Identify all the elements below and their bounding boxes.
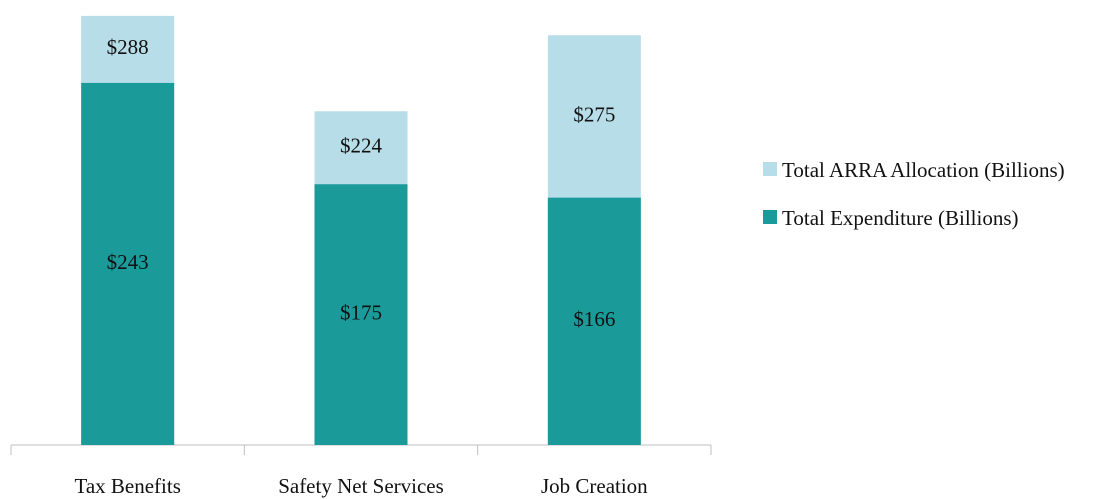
x-tick-label: Job Creation xyxy=(541,474,648,498)
legend-entry: Total Expenditure (Billions) xyxy=(763,204,1093,232)
x-tick-label: Safety Net Services xyxy=(278,474,444,498)
value-label: $166 xyxy=(573,307,615,331)
legend-label: Total ARRA Allocation (Billions) xyxy=(782,158,1065,182)
legend-swatch xyxy=(763,210,777,224)
legend-entry: Total ARRA Allocation (Billions) xyxy=(763,156,1093,184)
legend: Total ARRA Allocation (Billions) Total Ex… xyxy=(763,156,1093,252)
legend-swatch xyxy=(763,162,777,176)
bar xyxy=(547,197,641,445)
value-label: $275 xyxy=(573,102,615,126)
value-label: $243 xyxy=(107,250,149,274)
legend-label: Total Expenditure (Billions) xyxy=(782,206,1019,230)
x-tick-label: Tax Benefits xyxy=(74,474,180,498)
value-label: $175 xyxy=(340,300,382,324)
bar xyxy=(81,82,175,446)
value-label: $224 xyxy=(340,134,383,158)
bar xyxy=(314,184,408,445)
value-label: $288 xyxy=(107,35,149,59)
